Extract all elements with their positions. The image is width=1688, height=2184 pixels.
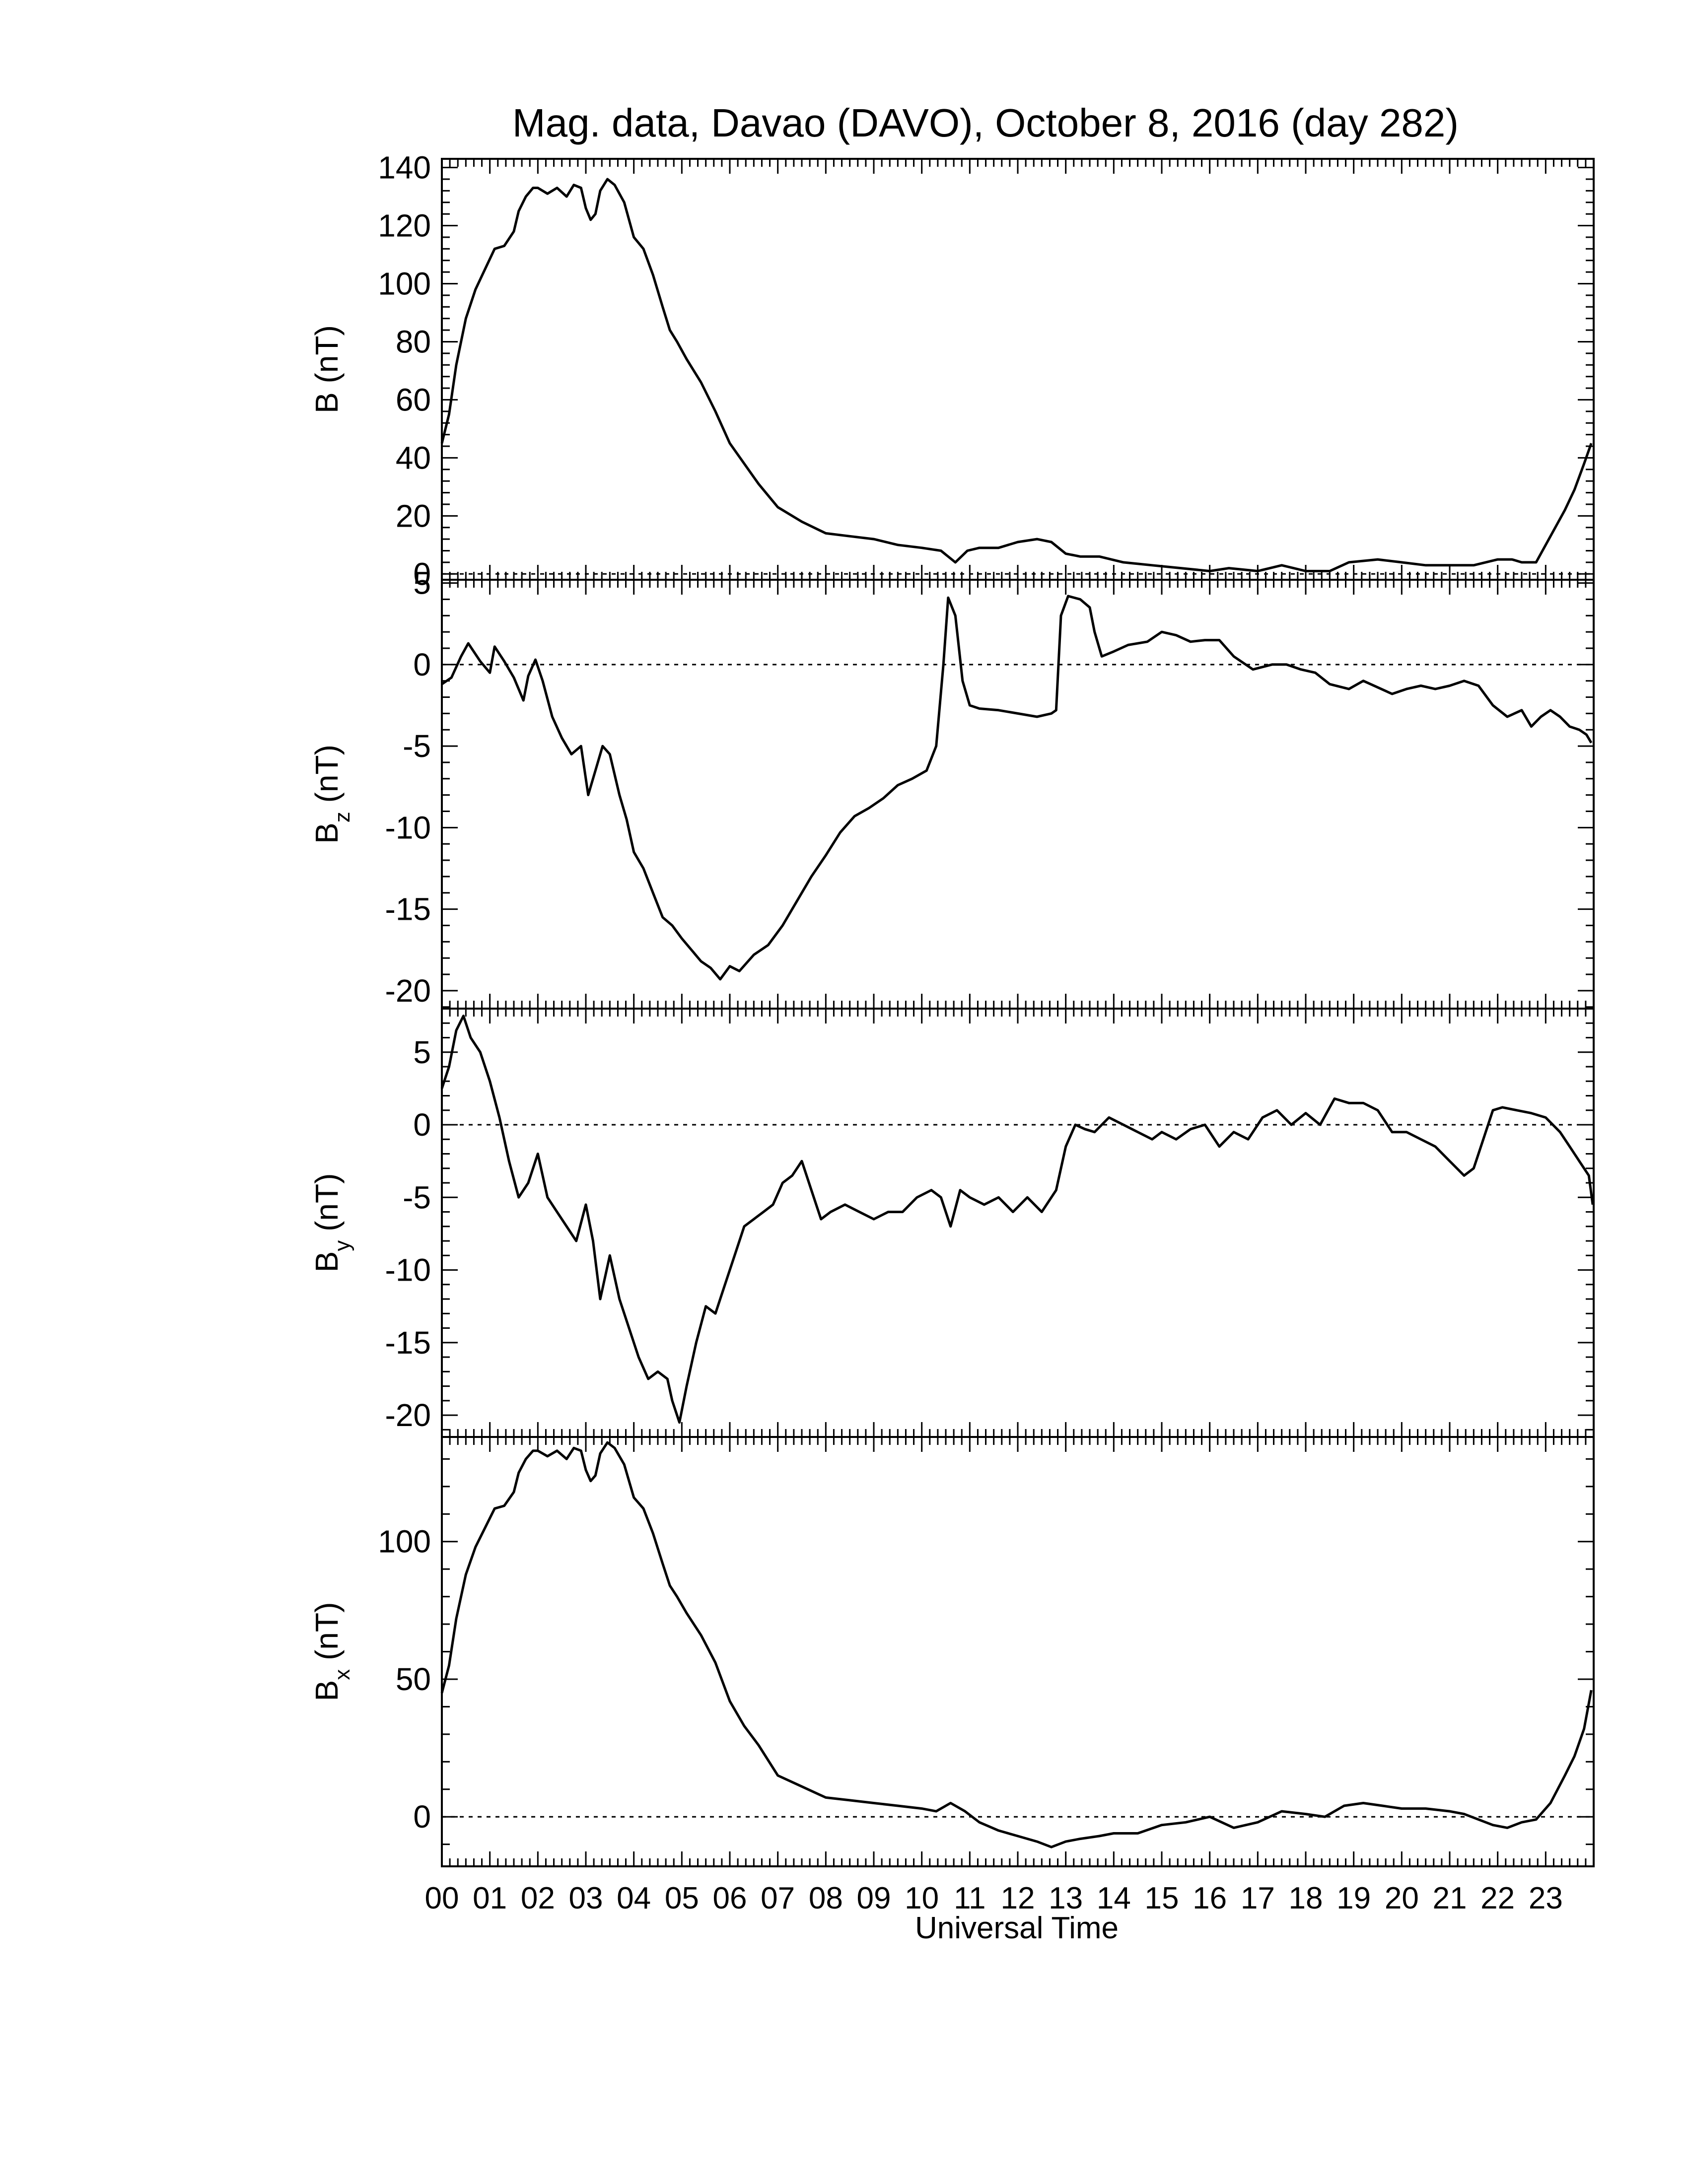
panel-frame (441, 579, 1595, 1010)
x-tick-label: 23 (1529, 1881, 1563, 1915)
x-tick-label: 09 (857, 1881, 891, 1915)
x-tick-label: 19 (1336, 1881, 1371, 1915)
panel-frame (441, 1008, 1595, 1438)
x-tick-label: 06 (713, 1881, 747, 1915)
y-tick-label: -10 (385, 810, 431, 845)
x-tick-label: 11 (954, 1881, 985, 1915)
x-tick-label: 15 (1145, 1881, 1179, 1915)
x-tick-label: 10 (905, 1881, 939, 1915)
data-series-line (440, 1015, 1594, 1424)
x-tick-label: 14 (1097, 1881, 1131, 1915)
x-tick-label: 16 (1193, 1881, 1227, 1915)
y-tick-label: -10 (385, 1252, 431, 1288)
y-axis-label: By (nT) (309, 1173, 354, 1273)
y-tick-label: 60 (396, 382, 431, 417)
panel-frame (441, 158, 1595, 581)
y-tick-label: 50 (396, 1661, 431, 1697)
y-tick-label: 5 (413, 565, 431, 601)
y-tick-label: 100 (378, 266, 431, 301)
y-tick-label: 100 (378, 1524, 431, 1560)
y-axis-label: Bz (nT) (309, 745, 354, 844)
chart-title: Mag. data, Davao (DAVO), October 8, 2016… (512, 101, 1459, 145)
panel-2: 5 0 -5 -10 -15 -20 Bz (nT) (309, 565, 1595, 1010)
y-tick-label: -20 (385, 973, 431, 1009)
x-tick-label: 03 (569, 1881, 603, 1915)
x-tick-label: 12 (1001, 1881, 1035, 1915)
x-tick-label: 08 (809, 1881, 843, 1915)
data-series-line (440, 1441, 1593, 1848)
x-tick-label: 02 (521, 1881, 555, 1915)
x-axis-label: Universal Time (915, 1911, 1119, 1945)
data-series-line (441, 595, 1593, 981)
y-tick-label: -15 (385, 891, 431, 927)
y-tick-label: 0 (413, 556, 431, 592)
y-tick-label: 0 (413, 1799, 431, 1835)
x-tick-label: 07 (761, 1881, 795, 1915)
x-tick-label: 04 (617, 1881, 651, 1915)
y-tick-label: 40 (396, 440, 431, 476)
x-tick-label: 20 (1385, 1881, 1419, 1915)
y-tick-label: 5 (413, 1034, 431, 1070)
y-axis-label: B (nT) (309, 325, 345, 413)
panel-1: 0 20 40 60 80 100 120 140 B (nT) (309, 150, 1595, 592)
x-tick-label: 13 (1049, 1881, 1083, 1915)
y-tick-label: 120 (378, 208, 431, 244)
x-tick-label: 17 (1241, 1881, 1275, 1915)
y-tick-label: 20 (396, 498, 431, 534)
y-tick-label: -20 (385, 1397, 431, 1433)
panel-4: 0 50 100 Bx (nT) (309, 1436, 1595, 1867)
x-tick-label: 00 (425, 1881, 459, 1915)
x-tick-label: 01 (473, 1881, 507, 1915)
x-tick-label: 05 (665, 1881, 699, 1915)
y-tick-label: -5 (403, 1179, 431, 1215)
y-axis-label: Bx (nT) (309, 1602, 354, 1702)
data-series-line (440, 178, 1593, 572)
y-tick-label: -15 (385, 1325, 431, 1361)
panel-3: 5 0 -5 -10 -15 -20 By (nT) (309, 1008, 1595, 1438)
y-tick-label: 0 (413, 1107, 431, 1143)
x-tick-label: 22 (1480, 1881, 1515, 1915)
y-tick-label: 140 (378, 150, 431, 186)
x-axis: 00 01 02 03 04 05 06 07 08 09 10 11 12 13 14 15 16 17 18 19… (425, 1881, 1563, 1915)
x-tick-label: 18 (1289, 1881, 1323, 1915)
y-tick-label: -5 (403, 728, 431, 764)
y-tick-label: 0 (413, 647, 431, 682)
y-tick-label: 80 (396, 324, 431, 359)
panel-frame (441, 1436, 1595, 1867)
x-tick-label: 21 (1433, 1881, 1467, 1915)
